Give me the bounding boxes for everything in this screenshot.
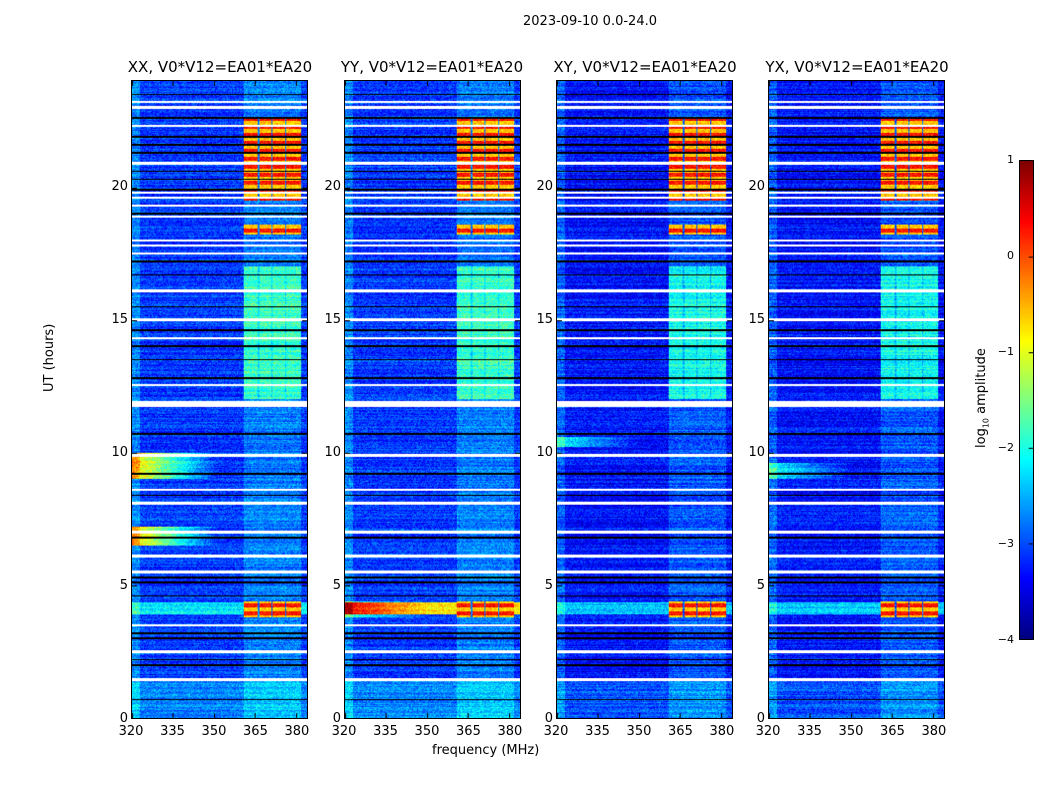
x-tick-label: 335	[585, 724, 610, 739]
y-tick-label: 15	[748, 311, 765, 327]
y-tick-label: 10	[324, 444, 341, 460]
figure-title: 2023-09-10 0.0-24.0	[523, 14, 657, 29]
x-tick-label: 365	[456, 724, 481, 739]
colorbar-label-sub: 10	[981, 417, 991, 429]
x-tick-label: 365	[668, 724, 693, 739]
y-tick-label: 0	[756, 711, 765, 726]
y-tick-label: 20	[324, 178, 341, 194]
colorbar-label-rest: amplitude	[974, 348, 989, 418]
x-tick-label: 335	[797, 724, 822, 739]
panel-title-xx: XX, V0*V12=EA01*EA20	[127, 58, 313, 76]
x-tick-label: 320	[118, 724, 144, 739]
colorbar-tick-label: 0	[1007, 249, 1014, 262]
y-tick-label: 5	[756, 577, 765, 593]
y-tick-label: 20	[748, 178, 765, 194]
y-tick-label: 10	[536, 444, 553, 460]
y-tick-label: 20	[111, 178, 128, 194]
x-tick-label: 320	[543, 724, 569, 739]
x-tick-label: 380	[921, 724, 947, 739]
y-tick-label: 0	[332, 711, 341, 726]
y-tick-label: 5	[544, 577, 553, 593]
x-tick-label: 380	[497, 724, 523, 739]
y-tick-label: 10	[111, 444, 128, 460]
y-tick-label: 0	[119, 711, 128, 726]
colorbar-tick-label: −1	[997, 345, 1014, 358]
y-axis-label: UT (hours)	[42, 323, 57, 392]
x-tick-label: 320	[331, 724, 357, 739]
y-tick-label: 15	[324, 311, 341, 327]
colorbar-tick-label: −3	[997, 537, 1014, 550]
colorbar-label-main: log	[974, 428, 989, 448]
y-tick-label: 10	[748, 444, 765, 460]
x-axis-label: frequency (MHz)	[432, 743, 540, 758]
panel-title-xy: XY, V0*V12=EA01*EA20	[553, 58, 737, 76]
colorbar-label: log10 amplitude	[974, 348, 991, 448]
x-tick-label: 320	[755, 724, 781, 739]
x-tick-label: 335	[160, 724, 185, 739]
x-tick-label: 380	[284, 724, 310, 739]
y-tick-label: 5	[119, 577, 128, 593]
x-tick-label: 350	[838, 724, 864, 739]
colorbar	[1019, 160, 1034, 640]
colorbar-tick-label: −2	[997, 441, 1014, 454]
heatmap-yx	[768, 80, 945, 719]
x-tick-label: 335	[373, 724, 398, 739]
x-tick-label: 350	[414, 724, 440, 739]
colorbar-tick-label: −4	[997, 633, 1014, 646]
heatmap-xx	[131, 80, 308, 719]
y-tick-label: 20	[536, 178, 553, 194]
panel-title-yx: YX, V0*V12=EA01*EA20	[765, 58, 949, 76]
colorbar-tick-label: 1	[1007, 153, 1014, 166]
y-tick-label: 0	[544, 711, 553, 726]
y-tick-label: 5	[332, 577, 341, 593]
x-tick-label: 380	[709, 724, 735, 739]
y-tick-label: 15	[536, 311, 553, 327]
x-tick-label: 350	[626, 724, 652, 739]
heatmap-yy	[344, 80, 521, 719]
heatmap-xy	[556, 80, 733, 719]
y-tick-label: 15	[111, 311, 128, 327]
x-tick-label: 365	[243, 724, 268, 739]
panel-title-yy: YY, V0*V12=EA01*EA20	[340, 58, 524, 76]
x-tick-label: 365	[880, 724, 905, 739]
x-tick-label: 350	[201, 724, 227, 739]
